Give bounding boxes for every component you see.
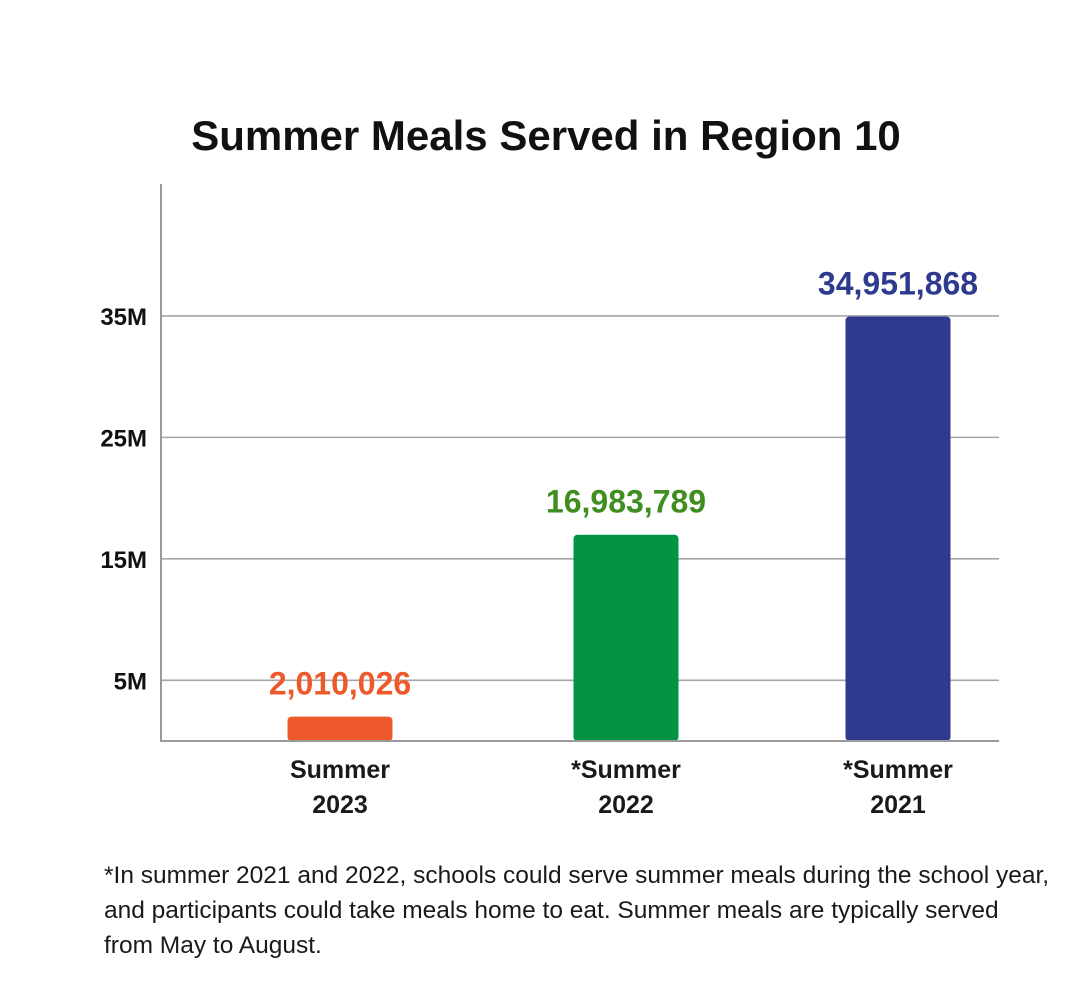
data-label: 2,010,026	[269, 666, 411, 702]
bars	[287, 316, 951, 741]
y-tick-label: 35M	[100, 304, 147, 331]
x-axis-category-labels: Summer 2023 *Summer 2022 *Summer 2021	[290, 756, 953, 819]
data-labels: 2,010,026 16,983,789 34,951,868	[269, 266, 978, 702]
bar	[573, 534, 679, 741]
y-tick-label: 5M	[114, 668, 147, 695]
axes	[160, 184, 999, 742]
x-tick-label: *Summer	[843, 756, 953, 784]
x-tick-label: Summer	[290, 756, 390, 784]
x-tick-label: 2021	[870, 791, 926, 819]
footnote: *In summer 2021 and 2022, schools could …	[104, 862, 1050, 959]
x-tick-label: 2022	[598, 791, 654, 819]
y-tick-label: 25M	[100, 425, 147, 452]
bar	[845, 316, 951, 741]
y-tick-label: 15M	[100, 547, 147, 574]
bar	[287, 716, 393, 741]
chart-title: Summer Meals Served in Region 10	[191, 112, 901, 159]
data-label: 34,951,868	[818, 266, 978, 302]
x-tick-label: 2023	[312, 791, 368, 819]
x-tick-label: *Summer	[571, 756, 681, 784]
data-label: 16,983,789	[546, 484, 706, 520]
y-axis-tick-labels: 5M 15M 25M 35M	[100, 304, 147, 695]
